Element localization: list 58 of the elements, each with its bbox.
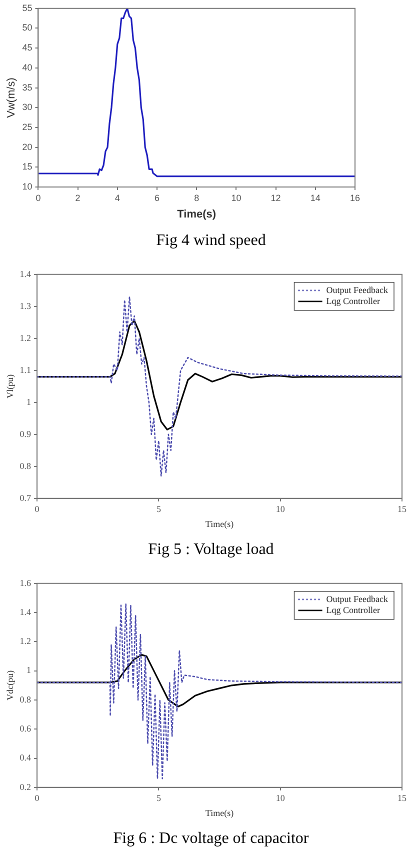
y-tick-label: 1.6 <box>20 578 32 588</box>
x-tick-label: 15 <box>398 793 407 804</box>
y-tick-label: 35 <box>22 82 32 92</box>
x-tick-label: 12 <box>270 192 281 203</box>
x-axis-title: Time(s) <box>205 808 234 818</box>
x-tick-label: 6 <box>154 192 160 203</box>
y-tick-label: 1.2 <box>20 636 32 646</box>
legend-label: Output Feedback <box>326 594 388 604</box>
y-axis-title: Vw(m/s) <box>6 78 18 118</box>
line-series <box>37 603 402 780</box>
y-tick-label: 50 <box>22 22 32 33</box>
x-tick-label: 16 <box>350 192 360 203</box>
x-tick-label: 10 <box>276 504 286 514</box>
x-tick-label: 10 <box>231 192 242 203</box>
x-tick-label: 0 <box>36 192 41 203</box>
y-tick-label: 1.1 <box>20 364 32 375</box>
y-tick-label: 1 <box>26 665 32 676</box>
y-tick-label: 20 <box>22 142 32 152</box>
x-tick-label: 0 <box>34 793 40 804</box>
x-tick-label: 5 <box>156 793 162 804</box>
y-tick-label: 1.3 <box>20 300 32 311</box>
y-tick-label: 45 <box>22 42 32 53</box>
y-tick-label: 1.2 <box>20 332 32 343</box>
y-tick-label: 1 <box>26 396 32 407</box>
x-tick-label: 5 <box>156 504 162 514</box>
y-tick-label: 0.6 <box>20 723 32 734</box>
x-tick-label: 14 <box>310 192 320 203</box>
y-tick-label: 0.9 <box>20 428 32 439</box>
x-tick-label: 8 <box>194 192 200 203</box>
y-tick-label: 15 <box>22 162 32 172</box>
y-tick-label: 1.4 <box>20 606 32 617</box>
x-axis-title: Time(s) <box>177 208 216 220</box>
text: Fig 6 : Dc voltage of capacitor <box>112 830 310 848</box>
legend-label: Lqg Controller <box>326 604 380 615</box>
y-tick-label: 10 <box>22 181 32 192</box>
x-tick-label: 4 <box>114 192 120 203</box>
y-tick-label: 55 <box>22 2 32 13</box>
text: Fig 4 wind speed <box>155 232 267 250</box>
y-tick-label: 0.8 <box>20 460 32 471</box>
y-tick-label: 0.7 <box>20 492 32 503</box>
y-tick-label: 25 <box>22 122 32 132</box>
x-tick-label: 15 <box>398 504 407 514</box>
text: Fig 5 : Voltage load <box>147 541 275 559</box>
y-tick-label: 40 <box>22 62 32 72</box>
y-tick-label: 0.8 <box>20 694 32 704</box>
y-axis-title: Vdc(pu) <box>4 670 15 700</box>
y-tick-label: 1.4 <box>20 268 32 279</box>
legend-label: Lqg Controller <box>326 296 380 306</box>
x-tick-label: 2 <box>75 192 80 203</box>
y-tick-label: 0.2 <box>20 782 32 792</box>
x-axis-title: Time(s) <box>205 518 234 529</box>
y-tick-label: 30 <box>22 102 32 112</box>
y-axis-title: Vl(pu) <box>4 374 15 398</box>
legend-label: Output Feedback <box>326 284 388 295</box>
y-tick-label: 0.4 <box>20 752 32 763</box>
x-tick-label: 0 <box>34 504 40 514</box>
line-series <box>37 296 402 477</box>
x-tick-label: 10 <box>276 793 286 804</box>
